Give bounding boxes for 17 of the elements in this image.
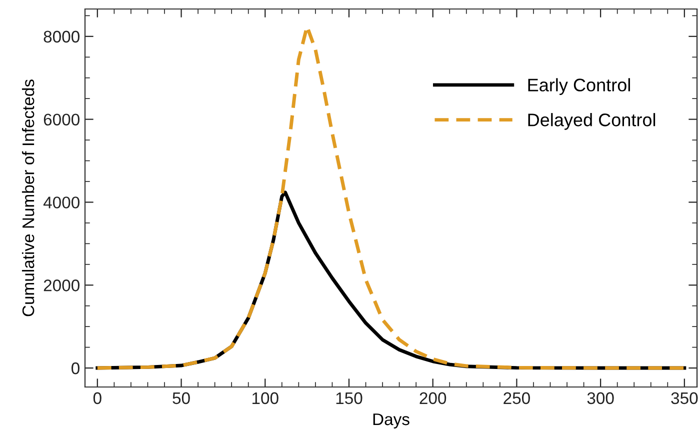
legend-label: Early Control [528,78,630,95]
x-tick-label: 250 [504,392,530,404]
x-tick-label: 150 [336,392,362,404]
y-tick-label: 8000 [44,30,80,43]
legend-label: Delayed Control [528,113,656,130]
y-axis-title: Cumulative Number of Infecteds [22,80,34,316]
x-tick-label: 50 [172,392,190,404]
x-tick-label: 0 [93,392,102,404]
x-axis-title: Days [373,414,410,428]
x-tick-label: 100 [252,392,278,404]
x-tick-label: 300 [587,392,614,404]
y-tick-label: 4000 [43,196,80,208]
y-tick-label: 6000 [44,114,80,126]
x-tick-label: 200 [420,392,446,404]
y-tick-label: 0 [72,362,80,374]
y-tick-label: 2000 [44,280,80,292]
x-tick-label: 350 [671,392,698,404]
